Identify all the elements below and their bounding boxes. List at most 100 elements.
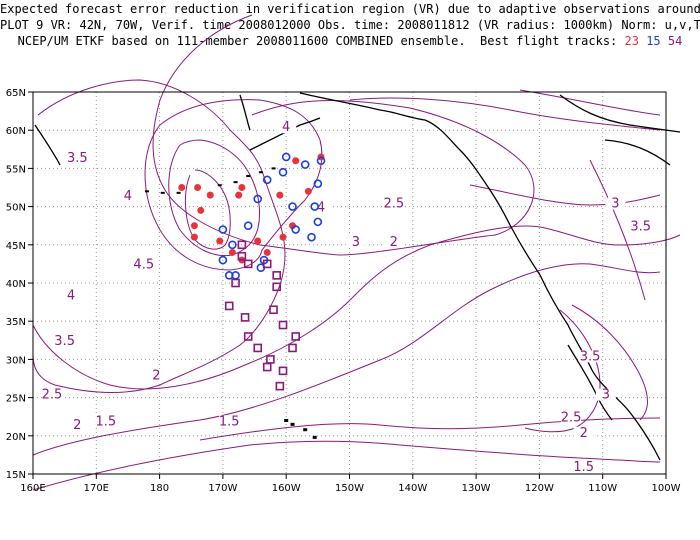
coastline-kamchatka (34, 124, 61, 166)
contour-label-bg (630, 220, 651, 233)
purple-track-square (253, 343, 263, 353)
red-track-dot (263, 248, 271, 256)
contour-label: 1.5 (219, 414, 240, 429)
contour-label: 4 (282, 120, 290, 135)
red-track-dot (254, 237, 262, 245)
red-track-dot (289, 222, 297, 230)
blue-track-circle (218, 255, 228, 265)
x-tick-label: 160W (272, 483, 301, 494)
contour-label: 2 (390, 235, 398, 250)
y-tick-label: 15N (6, 470, 26, 481)
red-track-dot (235, 191, 243, 199)
purple-track-square (278, 366, 288, 376)
island (160, 191, 165, 194)
coastline-hudson (604, 139, 671, 166)
contour-label-bg (383, 197, 404, 210)
red-track-dot (194, 184, 202, 191)
island (303, 428, 308, 432)
island (176, 191, 181, 194)
contour-label: 3.5 (54, 334, 75, 349)
x-tick-label: 180 (150, 483, 169, 494)
y-tick-label: 25N (6, 394, 26, 405)
contour-line (185, 169, 231, 250)
x-tick-label: 100W (652, 483, 681, 494)
purple-track-square (262, 259, 272, 269)
contour-label: 4.5 (133, 258, 154, 273)
blue-track-circle (307, 232, 316, 242)
red-track-dot (206, 191, 214, 199)
contour-label-bg (573, 461, 594, 474)
contour-line (152, 14, 535, 256)
title-line-3: NCEP/UM ETKF based on 111-member 2008011… (0, 34, 700, 48)
blue-track-circle (281, 152, 291, 162)
axis-ticks (28, 91, 667, 479)
track-count-blue: 15 (646, 34, 661, 48)
contour-label-bg (276, 121, 297, 134)
y-tick-label: 40N (6, 279, 26, 290)
contour-label: 3 (352, 235, 360, 250)
blue-track-circle (262, 175, 272, 185)
purple-track-square (224, 301, 234, 311)
contour-label-bg (41, 388, 62, 401)
contour-label-bg (117, 189, 138, 202)
blue-track-circle (288, 202, 297, 211)
contour-lines (32, 14, 681, 491)
contour-label: 4 (67, 288, 75, 303)
y-tick-label: 60N (6, 126, 26, 137)
purple-track-square (237, 240, 247, 250)
purple-track-square (262, 362, 272, 372)
track-count-purple: 54 (667, 34, 683, 48)
contour-label-bg (219, 415, 240, 428)
contour-label-bg (133, 258, 154, 271)
purple-track-square (278, 320, 288, 330)
title-line-2: PLOT 9 VR: 42N, 70W, Verif. time 2008012… (0, 18, 700, 32)
contour-line (168, 139, 261, 257)
y-tick-label: 20N (6, 432, 26, 443)
contour-label: 1.5 (95, 414, 116, 429)
blue-track-circle (313, 217, 323, 227)
contour-label-bg (60, 289, 81, 302)
contour-line (519, 89, 661, 116)
contour-label: 2.5 (383, 197, 404, 212)
red-track-dot (178, 184, 186, 191)
contour-line (32, 440, 661, 491)
red-track-dot (292, 157, 300, 165)
island (233, 181, 238, 184)
purple-track-square (237, 251, 247, 261)
island (217, 184, 222, 187)
contour-line (32, 263, 661, 456)
contour-label-bg (146, 369, 167, 382)
contour-label: 3.5 (630, 220, 651, 235)
contour-line (524, 309, 601, 433)
contour-label: 3 (611, 197, 619, 212)
contour-label: 2.5 (42, 388, 63, 403)
blue-track-circle (218, 225, 228, 234)
coastlines (34, 92, 681, 461)
x-tick-label: 140W (398, 483, 427, 494)
contour-line (32, 225, 681, 390)
title-line-1: Expected forecast error reduction in ver… (0, 2, 700, 16)
contour-line (32, 79, 286, 393)
y-tick-label: 65N (6, 88, 26, 99)
contour-label: 1.5 (573, 460, 594, 475)
red-track-dot (197, 206, 205, 214)
contour-label: 2 (580, 426, 588, 441)
x-tick-label: 160E (20, 483, 45, 494)
contour-line (144, 99, 323, 271)
track-count-red: 23 (624, 34, 639, 48)
contour-label-bg (345, 235, 366, 248)
red-track-dot (228, 248, 236, 256)
contour-line (469, 184, 661, 206)
blue-track-circle (300, 160, 310, 169)
red-track-dot (279, 233, 287, 241)
axis-labels: 160E 170E 180 170W 160W 150W 140W 130W 120W 110W 1… (6, 88, 681, 494)
contour-label-bg (573, 426, 594, 439)
contour-label: 4 (124, 189, 132, 204)
blue-track-circle (316, 156, 326, 166)
purple-track-square (243, 259, 253, 269)
y-tick-label: 50N (6, 203, 26, 214)
island (258, 171, 263, 174)
coastline-north-america (299, 92, 661, 461)
